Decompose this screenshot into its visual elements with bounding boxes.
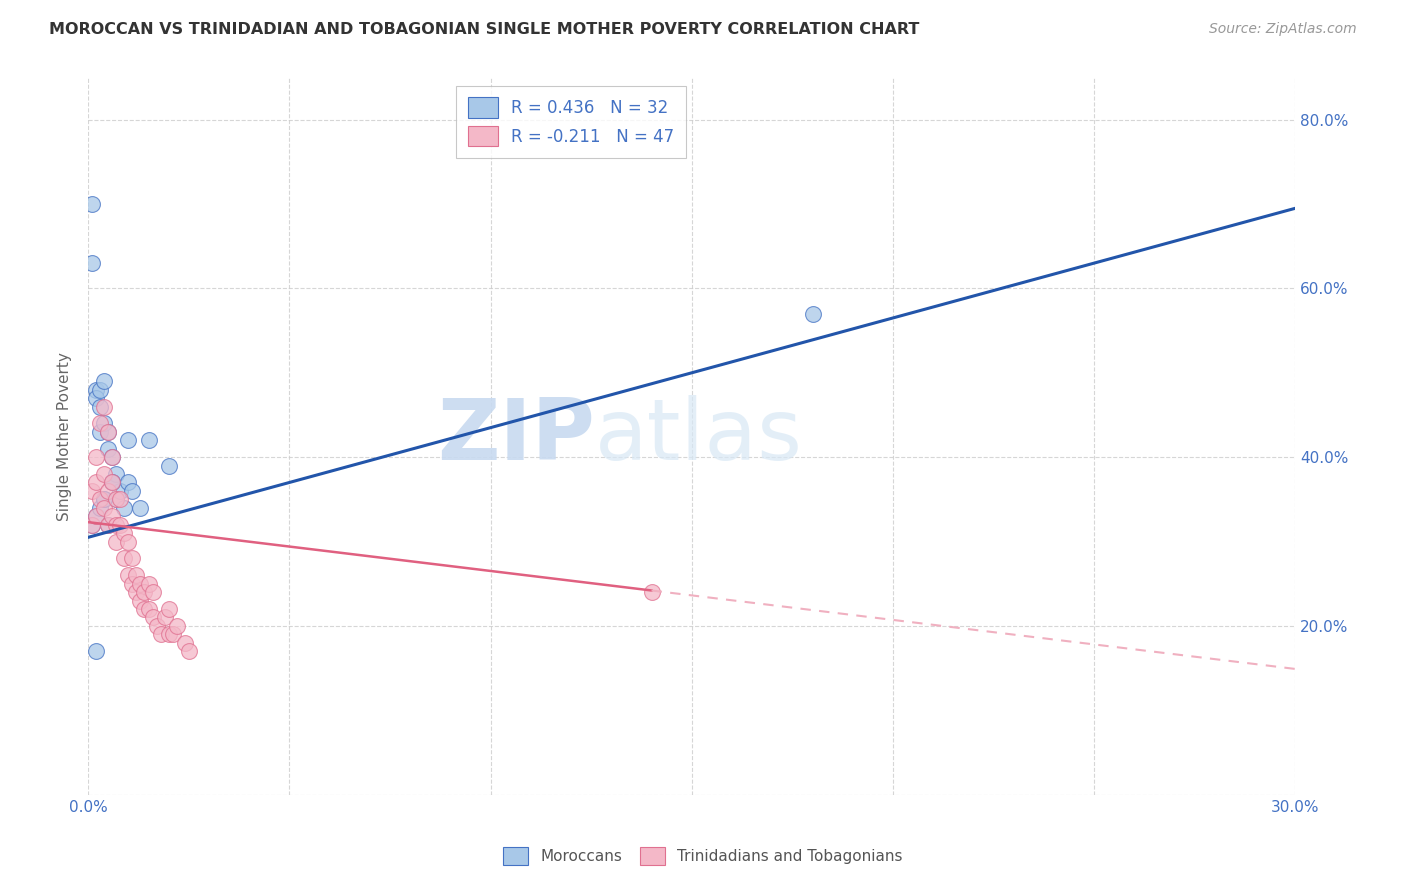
Point [173, 636, 195, 650]
Point [93, 467, 115, 481]
Point [105, 534, 128, 549]
Point [112, 500, 135, 515]
Point [82, 483, 104, 498]
Point [97, 517, 120, 532]
Point [801, 307, 824, 321]
Point [101, 475, 124, 490]
Point [177, 644, 200, 658]
Point [97, 483, 120, 498]
Point [166, 619, 188, 633]
Point [129, 500, 152, 515]
Point [89, 383, 111, 397]
Point [105, 492, 128, 507]
Point [101, 450, 124, 465]
Point [129, 576, 152, 591]
Legend: R = 0.436   N = 32, R = -0.211   N = 47: R = 0.436 N = 32, R = -0.211 N = 47 [456, 86, 686, 158]
Point [125, 568, 148, 582]
Point [93, 500, 115, 515]
Point [84, 450, 107, 465]
Y-axis label: Single Mother Poverty: Single Mother Poverty [58, 351, 72, 521]
Point [101, 475, 124, 490]
Point [157, 458, 180, 473]
Point [84, 391, 107, 405]
Point [138, 576, 160, 591]
Point [84, 475, 107, 490]
Point [110, 492, 132, 507]
Text: atlas: atlas [595, 394, 803, 477]
Point [82, 517, 104, 532]
Point [117, 475, 139, 490]
Point [93, 492, 115, 507]
Point [93, 374, 115, 388]
Point [89, 400, 111, 414]
Point [89, 417, 111, 431]
Point [157, 627, 180, 641]
Legend: Moroccans, Trinidadians and Tobagonians: Moroccans, Trinidadians and Tobagonians [498, 841, 908, 871]
Point [82, 517, 104, 532]
Point [134, 585, 156, 599]
Point [105, 492, 128, 507]
Point [640, 585, 662, 599]
Point [157, 602, 180, 616]
Point [153, 610, 176, 624]
Point [141, 585, 163, 599]
Text: Source: ZipAtlas.com: Source: ZipAtlas.com [1209, 22, 1357, 37]
Point [105, 517, 128, 532]
Point [145, 619, 167, 633]
Point [105, 467, 128, 481]
Text: MOROCCAN VS TRINIDADIAN AND TOBAGONIAN SINGLE MOTHER POVERTY CORRELATION CHART: MOROCCAN VS TRINIDADIAN AND TOBAGONIAN S… [49, 22, 920, 37]
Point [149, 627, 172, 641]
Point [125, 585, 148, 599]
Point [82, 197, 104, 211]
Point [110, 517, 132, 532]
Point [89, 425, 111, 439]
Point [82, 256, 104, 270]
Point [134, 602, 156, 616]
Point [117, 434, 139, 448]
Point [93, 417, 115, 431]
Point [117, 534, 139, 549]
Point [162, 627, 184, 641]
Point [97, 425, 120, 439]
Point [101, 509, 124, 524]
Point [121, 483, 143, 498]
Point [84, 509, 107, 524]
Text: ZIP: ZIP [437, 394, 595, 477]
Point [117, 568, 139, 582]
Point [112, 526, 135, 541]
Point [138, 434, 160, 448]
Point [138, 602, 160, 616]
Point [84, 383, 107, 397]
Point [101, 450, 124, 465]
Point [84, 644, 107, 658]
Point [121, 551, 143, 566]
Point [84, 509, 107, 524]
Point [93, 492, 115, 507]
Point [97, 442, 120, 456]
Point [101, 475, 124, 490]
Point [89, 492, 111, 507]
Point [112, 551, 135, 566]
Point [141, 610, 163, 624]
Point [89, 500, 111, 515]
Point [93, 400, 115, 414]
Point [97, 517, 120, 532]
Point [121, 576, 143, 591]
Point [129, 593, 152, 607]
Point [97, 425, 120, 439]
Point [110, 483, 132, 498]
